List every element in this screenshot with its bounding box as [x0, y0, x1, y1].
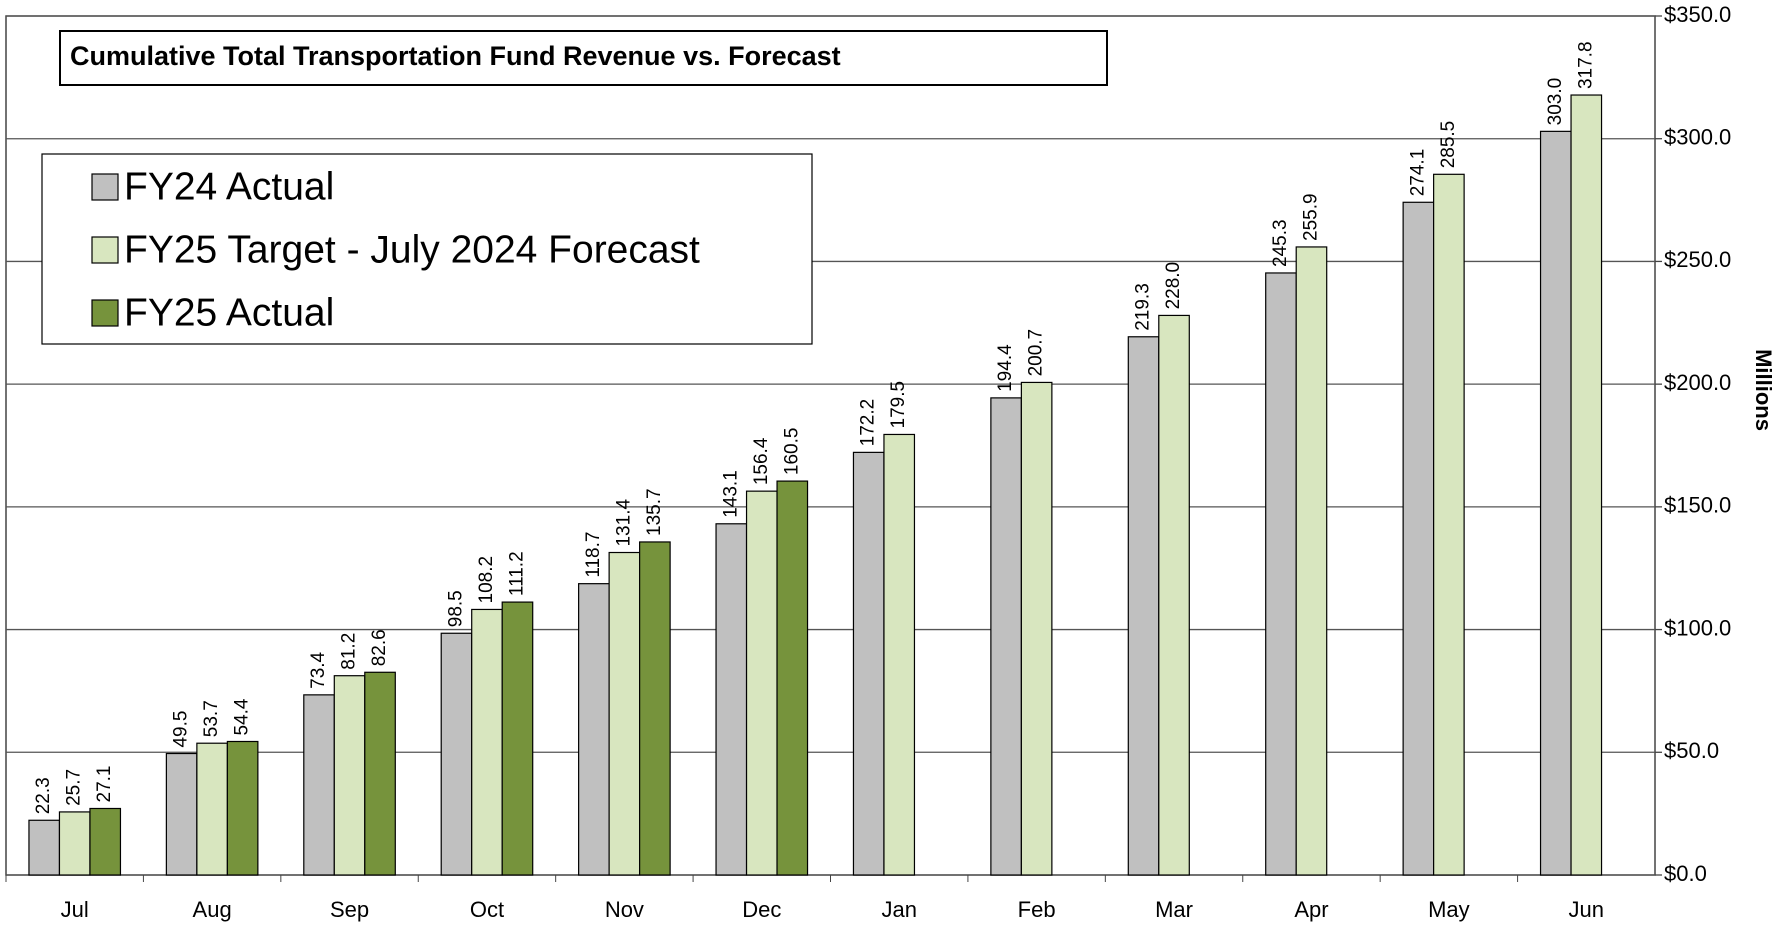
- y-tick-label: $200.0: [1664, 370, 1731, 395]
- bar: [226, 740, 259, 876]
- value-label: 228.0: [1163, 262, 1184, 310]
- value-label: 25.7: [64, 769, 85, 806]
- bar: [745, 490, 778, 876]
- value-label: 22.3: [33, 777, 54, 814]
- bar: [1539, 130, 1572, 876]
- x-tick-label: May: [1428, 897, 1470, 922]
- legend-label: FY25 Actual: [124, 291, 334, 334]
- value-label: 135.7: [644, 488, 665, 536]
- bar: [440, 632, 473, 876]
- bar: [1158, 314, 1190, 876]
- title-box: [59, 30, 1108, 86]
- value-label: 108.2: [476, 556, 497, 604]
- bar: [639, 541, 671, 876]
- value-label: 172.2: [858, 399, 879, 447]
- bar: [28, 819, 61, 876]
- legend-box: [41, 153, 813, 345]
- value-label: 82.6: [369, 629, 390, 666]
- value-label: 143.1: [720, 470, 741, 518]
- x-tick-label: Feb: [1018, 897, 1056, 922]
- bar: [578, 583, 610, 876]
- bar: [303, 694, 335, 876]
- legend-label: FY24 Actual: [124, 165, 334, 208]
- bar: [1020, 381, 1053, 876]
- value-label: 317.8: [1575, 41, 1596, 89]
- bar: [852, 451, 885, 876]
- value-label: 303.0: [1545, 78, 1566, 126]
- bar: [501, 601, 534, 876]
- x-tick-label: Apr: [1294, 897, 1328, 922]
- bar: [776, 480, 809, 876]
- value-label: 245.3: [1270, 219, 1291, 267]
- value-label: 285.5: [1438, 121, 1459, 169]
- value-label: 111.2: [506, 551, 527, 596]
- bar: [1402, 201, 1435, 876]
- x-tick-label: Jun: [1569, 897, 1604, 922]
- x-tick-label: Mar: [1155, 897, 1193, 922]
- value-label: 131.4: [613, 499, 634, 547]
- bar: [89, 807, 122, 876]
- value-label: 73.4: [308, 651, 329, 688]
- y-tick-label: $0.0: [1664, 861, 1707, 886]
- value-label: 156.4: [751, 437, 772, 485]
- bar: [1127, 336, 1160, 876]
- bar: [471, 608, 503, 876]
- bar: [196, 742, 228, 876]
- bar: [333, 675, 366, 876]
- value-label: 160.5: [781, 428, 802, 476]
- y-tick-label: $150.0: [1664, 493, 1731, 518]
- y-tick-label: $350.0: [1664, 2, 1731, 27]
- x-tick-label: Jul: [61, 897, 89, 922]
- legend-label: FY25 Target - July 2024 Forecast: [124, 228, 700, 271]
- bar: [608, 551, 641, 876]
- bar: [58, 811, 91, 876]
- x-tick-label: Nov: [605, 897, 644, 922]
- value-label: 49.5: [171, 711, 192, 748]
- y-tick-label: $50.0: [1664, 738, 1719, 763]
- x-tick-label: Jan: [881, 897, 916, 922]
- bar: [1570, 94, 1603, 876]
- value-label: 179.5: [888, 381, 909, 429]
- value-label: 194.4: [995, 344, 1016, 392]
- legend-swatch: [91, 299, 119, 327]
- legend-swatch: [91, 236, 119, 264]
- bar: [883, 433, 916, 876]
- value-label: 81.2: [339, 633, 360, 670]
- x-tick-label: Dec: [742, 897, 781, 922]
- legend-swatch: [91, 173, 119, 201]
- value-label: 118.7: [583, 532, 604, 578]
- value-label: 54.4: [232, 698, 253, 735]
- value-label: 200.7: [1026, 329, 1047, 377]
- y-tick-label: $300.0: [1664, 125, 1731, 150]
- x-tick-label: Sep: [330, 897, 369, 922]
- chart-title: Cumulative Total Transportation Fund Rev…: [70, 41, 841, 71]
- value-label: 53.7: [201, 700, 222, 737]
- y-axis-label: Millions: [1751, 349, 1775, 431]
- bar: [715, 523, 748, 876]
- value-label: 255.9: [1300, 193, 1321, 241]
- x-tick-label: Aug: [193, 897, 232, 922]
- x-tick-label: Oct: [470, 897, 504, 922]
- value-label: 219.3: [1133, 283, 1154, 331]
- y-tick-label: $100.0: [1664, 615, 1731, 640]
- bar: [1433, 173, 1465, 876]
- bar: [364, 671, 396, 876]
- bar: [1295, 246, 1328, 876]
- value-label: 27.1: [94, 766, 115, 803]
- bar: [1265, 272, 1297, 876]
- bar: [165, 752, 198, 876]
- value-label: 98.5: [445, 590, 466, 627]
- bar: [990, 397, 1022, 876]
- value-label: 274.1: [1407, 149, 1428, 197]
- y-tick-label: $250.0: [1664, 247, 1731, 272]
